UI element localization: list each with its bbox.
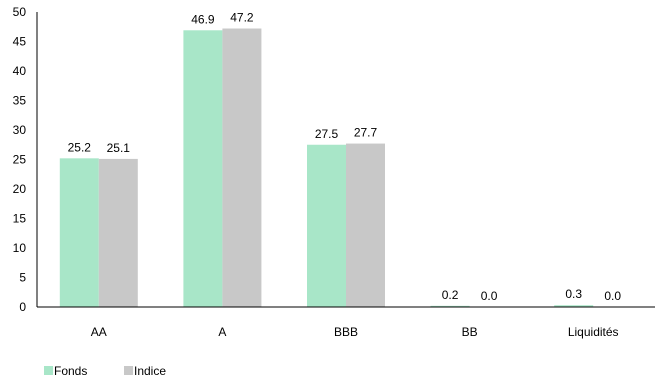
x-category-label: BBB: [334, 325, 358, 339]
data-label-fonds: 0.3: [565, 287, 582, 301]
legend-label-fonds: Fonds: [54, 364, 87, 378]
bar-fonds: [430, 305, 470, 307]
x-axis: AA A BBB BB Liquidités: [37, 306, 655, 339]
bar-indice: [98, 158, 138, 307]
y-tick-label: 5: [19, 271, 26, 285]
x-category-label: Liquidités: [568, 325, 619, 339]
bar-indice: [346, 143, 385, 307]
data-label-fonds: 27.5: [315, 127, 339, 141]
y-tick-label: 0: [19, 300, 26, 314]
data-label-indice: 0.0: [604, 289, 621, 303]
legend-swatch-indice: [124, 366, 133, 375]
y-tick-label: 25: [13, 153, 27, 167]
y-tick-label: 35: [13, 94, 27, 108]
bar-fonds: [307, 144, 346, 307]
bar-indice: [222, 28, 262, 308]
x-category-label: A: [218, 325, 226, 339]
data-label-fonds: 0.2: [442, 288, 459, 302]
y-tick-label: 20: [13, 182, 27, 196]
legend: Fonds Indice: [44, 364, 166, 378]
y-axis: 0 5 10 15 20 25 30 35 40 45 50: [13, 5, 38, 314]
x-category-label: AA: [91, 325, 107, 339]
bar-fonds: [554, 305, 594, 307]
data-labels: 25.2 25.1 46.9 47.2 27.5 27.7 0.2 0.0 0.3 0.0: [68, 11, 622, 303]
y-tick-label: 10: [13, 241, 27, 255]
legend-swatch-fonds: [44, 366, 53, 375]
y-tick-label: 50: [13, 5, 27, 19]
x-category-label: BB: [462, 325, 478, 339]
y-tick-label: 45: [13, 35, 27, 49]
y-tick-label: 30: [13, 123, 27, 137]
data-label-indice: 47.2: [230, 11, 254, 25]
data-label-indice: 27.7: [354, 126, 378, 140]
bars: [59, 28, 594, 308]
bar-fonds: [59, 158, 99, 307]
y-tick-label: 15: [13, 212, 27, 226]
legend-label-indice: Indice: [134, 364, 166, 378]
data-label-indice: 0.0: [481, 289, 498, 303]
data-label-fonds: 46.9: [191, 12, 215, 26]
bar-fonds: [183, 30, 223, 307]
data-label-indice: 25.1: [107, 141, 131, 155]
data-label-fonds: 25.2: [68, 140, 92, 154]
y-tick-label: 40: [13, 64, 27, 78]
